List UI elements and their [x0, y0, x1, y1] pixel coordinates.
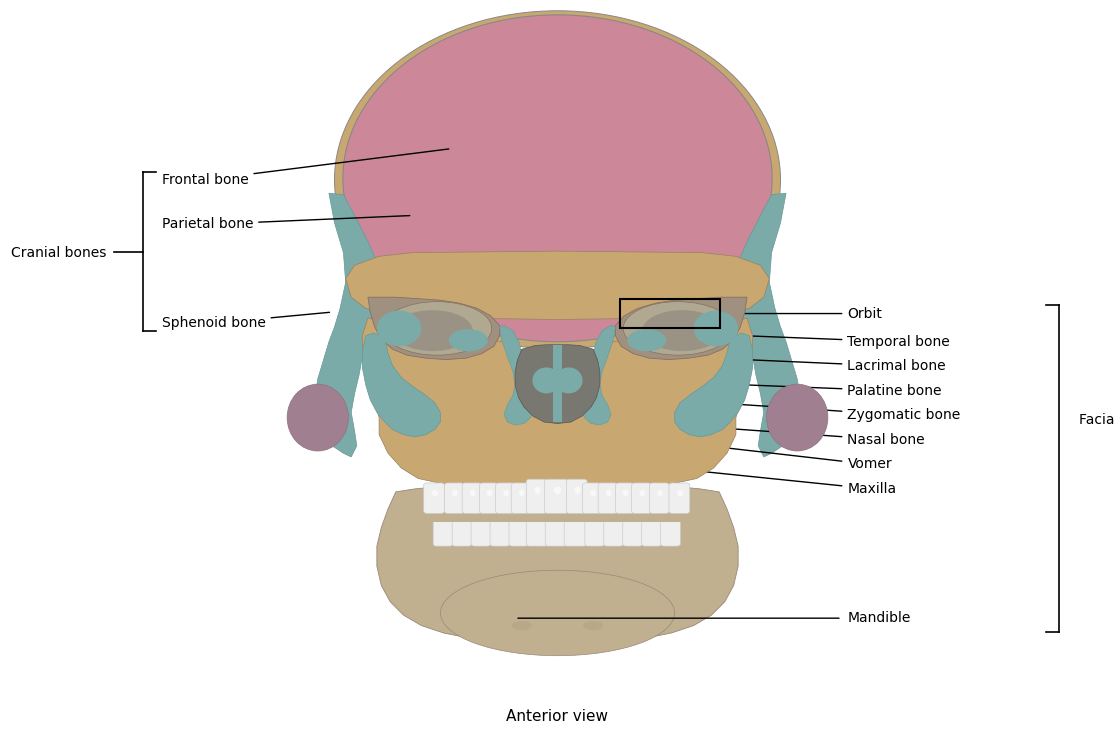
Ellipse shape [382, 302, 492, 355]
Text: Mandible: Mandible [847, 611, 911, 625]
Polygon shape [515, 345, 600, 424]
Text: Lacrimal bone: Lacrimal bone [714, 358, 946, 373]
Ellipse shape [590, 490, 597, 496]
FancyBboxPatch shape [599, 483, 618, 513]
Ellipse shape [605, 490, 612, 496]
Ellipse shape [555, 367, 582, 394]
Text: Orbit: Orbit [691, 307, 882, 320]
Ellipse shape [518, 490, 525, 496]
Ellipse shape [432, 490, 438, 496]
Ellipse shape [503, 490, 510, 496]
Text: Sphenoid bone: Sphenoid bone [162, 312, 330, 330]
Ellipse shape [694, 311, 738, 346]
FancyBboxPatch shape [479, 483, 498, 513]
Text: Nasal bone: Nasal bone [660, 424, 925, 447]
Ellipse shape [377, 311, 421, 346]
Ellipse shape [623, 490, 628, 496]
FancyBboxPatch shape [623, 518, 642, 546]
Polygon shape [429, 511, 686, 522]
FancyBboxPatch shape [544, 479, 569, 513]
Bar [620, 299, 720, 328]
Ellipse shape [448, 329, 487, 351]
Polygon shape [615, 297, 747, 360]
FancyBboxPatch shape [660, 518, 680, 546]
Text: Zygomatic bone: Zygomatic bone [716, 403, 961, 422]
Ellipse shape [469, 490, 476, 496]
Ellipse shape [351, 16, 764, 333]
FancyBboxPatch shape [604, 518, 623, 546]
Ellipse shape [342, 15, 772, 342]
FancyBboxPatch shape [433, 518, 453, 546]
Ellipse shape [534, 487, 541, 494]
Polygon shape [675, 333, 753, 437]
FancyBboxPatch shape [424, 483, 445, 513]
Ellipse shape [642, 310, 723, 351]
Text: Facial bones: Facial bones [1079, 413, 1115, 426]
Ellipse shape [574, 487, 581, 494]
Ellipse shape [639, 490, 646, 496]
Ellipse shape [677, 490, 683, 496]
Text: Frontal bone: Frontal bone [162, 149, 449, 186]
FancyBboxPatch shape [511, 483, 531, 513]
FancyBboxPatch shape [495, 483, 515, 513]
Ellipse shape [392, 310, 473, 351]
Text: Anterior view: Anterior view [506, 710, 609, 724]
FancyBboxPatch shape [508, 518, 529, 546]
Ellipse shape [487, 490, 492, 496]
Text: Temporal bone: Temporal bone [749, 335, 950, 348]
Polygon shape [582, 325, 615, 425]
Ellipse shape [766, 384, 827, 451]
Ellipse shape [583, 621, 603, 630]
Polygon shape [723, 193, 801, 457]
FancyBboxPatch shape [526, 518, 549, 546]
Ellipse shape [627, 329, 667, 351]
Polygon shape [346, 251, 769, 319]
Ellipse shape [334, 10, 780, 349]
Text: Maxilla: Maxilla [613, 462, 896, 496]
Polygon shape [362, 333, 440, 437]
FancyBboxPatch shape [669, 483, 690, 513]
FancyBboxPatch shape [545, 518, 568, 546]
FancyBboxPatch shape [642, 518, 661, 546]
Polygon shape [314, 193, 392, 457]
Ellipse shape [512, 621, 532, 630]
Ellipse shape [554, 487, 561, 494]
FancyBboxPatch shape [631, 483, 651, 513]
Ellipse shape [533, 367, 561, 394]
FancyBboxPatch shape [526, 479, 547, 513]
FancyBboxPatch shape [444, 483, 464, 513]
Polygon shape [368, 297, 500, 360]
FancyBboxPatch shape [471, 518, 491, 546]
Text: Cranial bones: Cranial bones [11, 246, 107, 259]
Ellipse shape [657, 490, 663, 496]
FancyBboxPatch shape [491, 518, 510, 546]
Ellipse shape [452, 490, 458, 496]
Text: Parietal bone: Parietal bone [162, 215, 410, 231]
FancyBboxPatch shape [585, 518, 604, 546]
FancyBboxPatch shape [453, 518, 472, 546]
Text: Vomer: Vomer [613, 435, 892, 471]
FancyBboxPatch shape [564, 518, 586, 546]
Polygon shape [553, 345, 562, 422]
FancyBboxPatch shape [583, 483, 602, 513]
Text: Palatine bone: Palatine bone [691, 383, 942, 398]
Ellipse shape [623, 302, 733, 355]
Ellipse shape [287, 384, 348, 451]
Ellipse shape [440, 571, 675, 655]
FancyBboxPatch shape [615, 483, 634, 513]
Polygon shape [377, 483, 738, 643]
FancyBboxPatch shape [462, 483, 482, 513]
Polygon shape [362, 318, 753, 493]
FancyBboxPatch shape [649, 483, 669, 513]
FancyBboxPatch shape [566, 479, 588, 513]
Polygon shape [500, 325, 533, 425]
